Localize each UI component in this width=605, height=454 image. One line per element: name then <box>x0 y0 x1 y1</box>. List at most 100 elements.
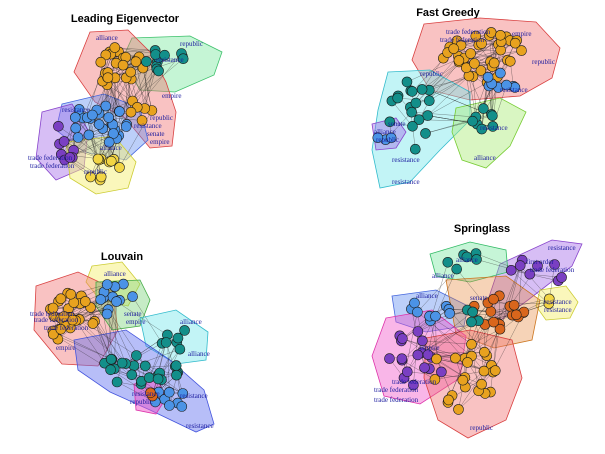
network-node <box>448 43 460 55</box>
network-node <box>105 364 116 376</box>
network-node <box>140 360 151 372</box>
node-label: alliance <box>180 318 202 326</box>
network-node <box>470 30 482 42</box>
node-label: senate <box>147 130 165 138</box>
node-label: resistance <box>180 392 208 400</box>
network-node <box>514 260 526 271</box>
node-label: resistance <box>544 298 572 306</box>
node-label: first order <box>526 258 554 266</box>
network-node <box>177 388 189 399</box>
network-edge <box>429 61 460 91</box>
network-node <box>87 109 98 121</box>
network-node <box>65 288 77 300</box>
network-edge <box>425 115 493 134</box>
network-node <box>95 56 107 68</box>
network-node <box>467 306 479 318</box>
network-edge <box>70 284 108 295</box>
network-edge <box>429 61 460 101</box>
network-node <box>83 129 95 141</box>
network-node <box>401 366 413 378</box>
network-node <box>516 45 527 56</box>
network-node <box>467 115 478 127</box>
network-edge <box>427 81 489 116</box>
network-node <box>549 259 560 270</box>
node-label: alliance <box>416 292 438 300</box>
network-node <box>136 115 148 126</box>
panel-title: Louvain <box>101 251 143 263</box>
node-label: trade federation <box>440 36 485 44</box>
network-node <box>479 346 490 358</box>
network-node <box>429 374 441 385</box>
network-node <box>105 353 117 365</box>
network-edge <box>75 117 112 162</box>
network-edge <box>108 117 143 121</box>
network-node <box>462 357 473 368</box>
network-node <box>406 106 418 118</box>
network-edge <box>132 296 163 344</box>
network-node <box>87 318 99 329</box>
network-node <box>70 112 81 123</box>
node-labels: resistance first order trade federation … <box>374 244 576 432</box>
network-edge <box>116 301 168 336</box>
network-edge <box>427 75 470 116</box>
network-node <box>476 123 488 135</box>
network-node <box>396 353 408 365</box>
network-node <box>143 372 155 384</box>
node-label: republic <box>532 58 555 66</box>
network-node <box>510 309 522 321</box>
network-edge <box>417 320 479 356</box>
network-node <box>409 143 421 155</box>
network-node <box>401 76 413 88</box>
network-node <box>422 349 434 361</box>
node-label: resistance <box>62 106 90 114</box>
network-node <box>93 119 105 130</box>
network-edge <box>474 42 516 64</box>
network-edge <box>436 358 466 378</box>
network-node <box>384 353 395 364</box>
network-node <box>460 62 472 74</box>
node-label: republic <box>130 398 153 406</box>
network-node <box>532 260 543 272</box>
network-node <box>505 264 517 276</box>
node-label: resistance <box>156 56 184 64</box>
community-hull-green <box>451 97 527 169</box>
node-label: trade federation <box>392 378 437 386</box>
network-node <box>111 376 123 388</box>
panel-springlass: Springlass resistance first order trade … <box>371 223 583 439</box>
node-label: senate <box>124 310 142 318</box>
network-node <box>466 338 477 350</box>
network-edge <box>520 265 550 300</box>
network-node <box>495 29 506 41</box>
network-node <box>407 121 418 132</box>
network-node <box>372 132 384 143</box>
network-node <box>461 251 473 263</box>
network-node <box>423 95 435 106</box>
network-node <box>126 369 138 381</box>
network-node <box>47 302 59 314</box>
network-edge <box>476 259 530 275</box>
network-edge <box>132 58 184 102</box>
network-node <box>101 279 113 290</box>
node-label: alliance <box>432 272 454 280</box>
node-label: alliance <box>100 144 122 152</box>
network-edge <box>427 321 472 355</box>
network-node <box>141 56 152 67</box>
network-node <box>543 293 555 305</box>
network-node <box>494 323 506 335</box>
node-label: alliance <box>188 350 210 358</box>
network-node <box>457 374 469 386</box>
network-node <box>488 316 499 328</box>
node-label: alliance <box>104 270 126 278</box>
network-node <box>92 153 104 165</box>
network-edge <box>100 299 112 360</box>
network-node <box>392 92 404 104</box>
network-edge <box>448 309 487 356</box>
node-label: alliance <box>96 34 118 42</box>
network-edge <box>82 54 112 118</box>
network-node <box>111 296 122 307</box>
network-node <box>114 162 125 173</box>
network-edge <box>415 56 459 104</box>
network-node <box>384 116 396 128</box>
network-node <box>53 121 64 132</box>
network-edge <box>511 270 549 304</box>
